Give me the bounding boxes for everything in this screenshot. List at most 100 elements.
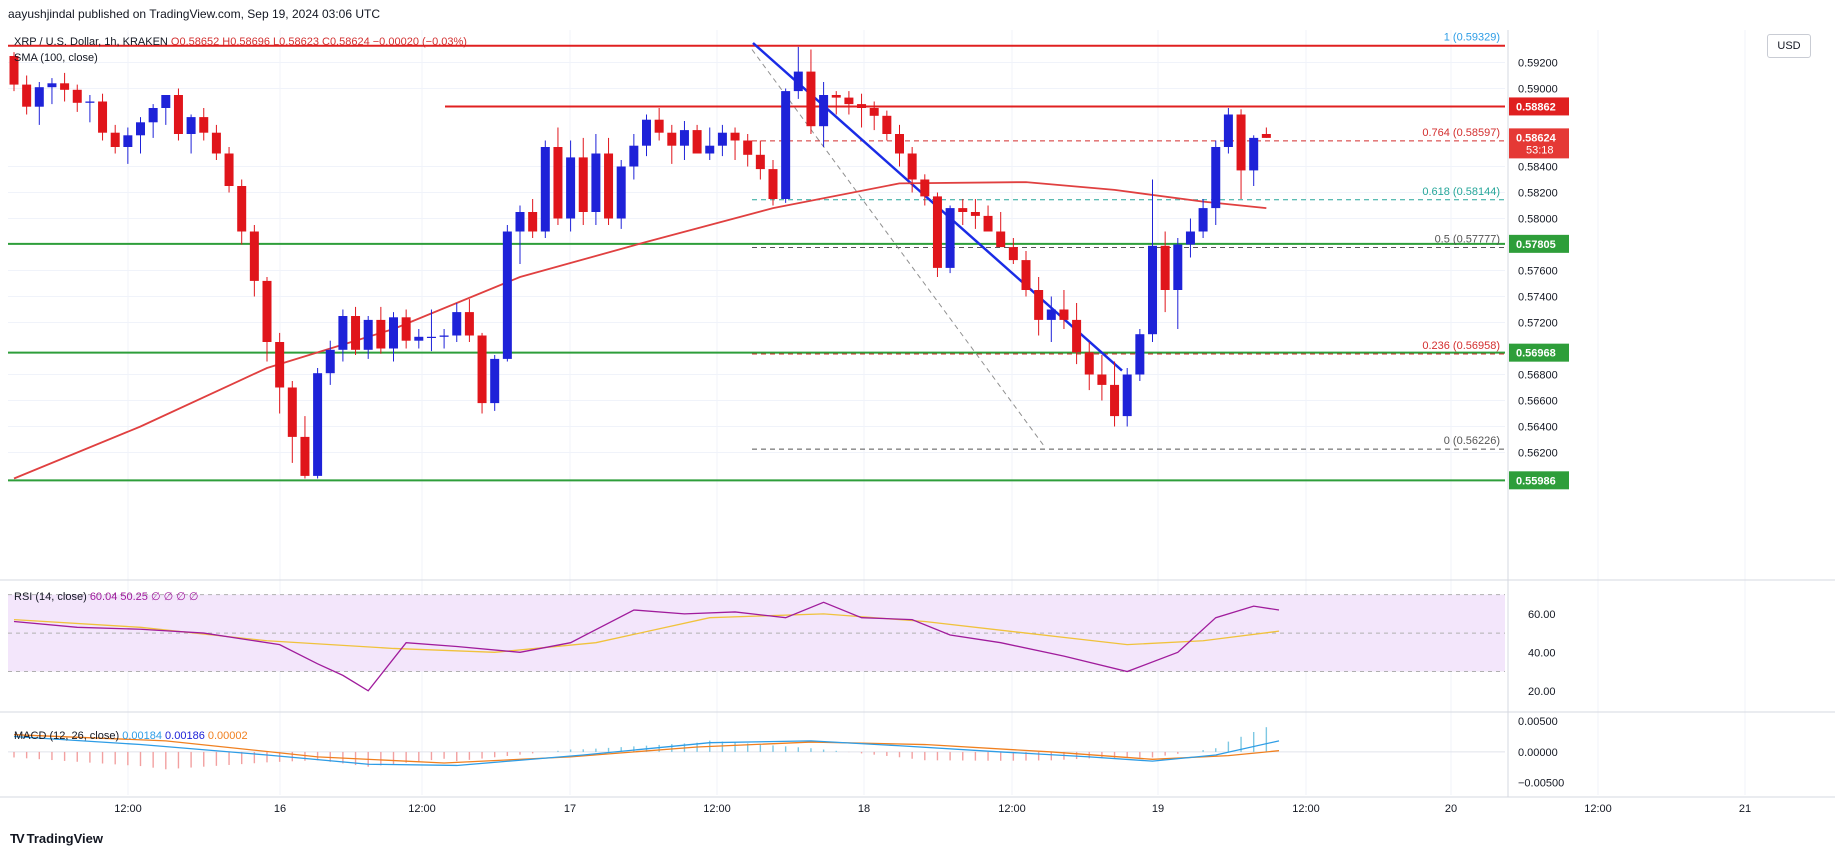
fib-diagonal <box>751 49 1046 448</box>
candle-body <box>705 145 715 154</box>
candle-body <box>831 95 841 98</box>
symbol-name: XRP / U.S. Dollar, 1h, KRAKEN <box>14 36 168 48</box>
price-axis-label: 0.57400 <box>1518 292 1558 304</box>
candle-body <box>414 336 424 341</box>
candle-body <box>351 316 361 350</box>
candle-body <box>945 208 955 268</box>
price-axis-label: 0.59000 <box>1518 84 1558 96</box>
candle-body <box>300 436 310 476</box>
price-axis-label: 0.56800 <box>1518 370 1558 382</box>
candle-body <box>515 212 525 232</box>
candle-body <box>667 132 677 146</box>
candle-body <box>970 212 980 216</box>
candle-body <box>882 115 892 134</box>
candle-body <box>806 71 816 127</box>
candle-body <box>591 153 601 212</box>
candle-body <box>857 104 867 108</box>
time-axis-label: 12:00 <box>1584 803 1612 815</box>
rsi-ma-line <box>13 613 1280 653</box>
candle-body <box>1160 245 1170 290</box>
candle-body <box>60 83 70 90</box>
candle-body <box>1249 137 1259 171</box>
candle-body <box>566 157 576 219</box>
price-tag <box>1509 471 1569 490</box>
rsi-axis-label: 20.00 <box>1528 686 1556 698</box>
time-axis-label: 18 <box>858 803 870 815</box>
currency-button[interactable]: USD <box>1767 34 1811 58</box>
candle-body <box>224 153 234 186</box>
candle-body <box>249 231 259 281</box>
symbol-title: XRP / U.S. Dollar, 1h, KRAKEN O0.58652 H… <box>14 36 467 48</box>
time-axis-label: 12:00 <box>703 803 731 815</box>
time-axis-label: 21 <box>1739 803 1751 815</box>
candle-body <box>161 95 171 108</box>
price-tag-label: 0.55986 <box>1516 475 1556 487</box>
price-axis-label: 0.59200 <box>1518 58 1558 70</box>
candle-body <box>1135 334 1145 375</box>
candle-body <box>869 108 879 116</box>
fibonacci-retracement: 1 (0.59329) 0.764 (0.58597) 0.618 (0.58144… <box>751 32 1505 450</box>
candle-body <box>540 147 550 232</box>
candle-body <box>907 153 917 180</box>
price-tag <box>1509 128 1569 159</box>
candle-body <box>996 231 1006 248</box>
time-axis: 12:00 16 12:00 17 12:00 18 12:00 19 12:00 20 12:00… <box>114 803 1751 815</box>
brand-text: TradingView <box>26 831 103 846</box>
candle-body <box>616 166 626 219</box>
candle-body <box>983 215 993 232</box>
price-axis-label: 0.58000 <box>1518 214 1558 226</box>
price-axis-label: 0.57200 <box>1518 318 1558 330</box>
candle-body <box>338 316 348 350</box>
price-axis-label: 0.56400 <box>1518 422 1558 434</box>
sma-legend: SMA (100, close) <box>14 52 98 64</box>
candle-body <box>401 317 411 341</box>
candle-body <box>148 108 158 123</box>
candle-body <box>22 84 32 107</box>
candle-body <box>502 231 512 359</box>
fib-label: 0.5 (0.57777) <box>1435 233 1500 245</box>
price-axis: 0.59200 0.59000 0.58400 0.58200 0.58000 0.576… <box>1509 58 1569 790</box>
candle-body <box>528 212 538 232</box>
time-axis-label: 12:00 <box>1292 803 1320 815</box>
candle-body <box>123 135 133 147</box>
candle-body <box>1034 290 1044 320</box>
candle-body <box>781 91 791 199</box>
candle-body <box>1198 208 1208 232</box>
candle-body <box>452 312 462 336</box>
candle-body <box>1021 260 1031 290</box>
tradingview-logo: TV TradingView <box>10 831 103 846</box>
horizontal-levels <box>8 44 1505 482</box>
macd-axis-label: 0.00500 <box>1518 716 1558 728</box>
pane-separators <box>0 30 1835 798</box>
macd-axis-label: −0.00500 <box>1518 778 1564 790</box>
candle-body <box>768 169 778 199</box>
time-axis-label: 19 <box>1152 803 1164 815</box>
candle-body <box>110 132 120 147</box>
macd-legend: MACD (12, 26, close) 0.00184 0.00186 0.0… <box>14 730 248 742</box>
price-tag <box>1509 97 1569 116</box>
ohlc-values: O0.58652 H0.58696 L0.58623 C0.58624 −0.0… <box>170 36 467 48</box>
candle-body <box>1185 231 1195 245</box>
rsi-line <box>13 601 1280 692</box>
candle-body <box>136 122 145 136</box>
candle-body <box>629 145 639 167</box>
candle-body <box>1173 244 1183 290</box>
candle-body <box>9 56 19 85</box>
candle-body <box>819 95 829 127</box>
price-axis-label: 0.58400 <box>1518 162 1558 174</box>
candle-body <box>895 134 904 154</box>
candle-body <box>199 117 209 133</box>
candle-body <box>98 101 108 133</box>
price-tag-label: 0.57805 <box>1516 239 1556 251</box>
publisher-text: aayushjindal published on TradingView.co… <box>8 7 381 21</box>
candle-body <box>1223 114 1233 147</box>
candle-body <box>755 154 765 170</box>
price-tag-label: 0.58624 <box>1516 132 1557 144</box>
candle-body <box>237 186 247 232</box>
sma-100-line <box>13 181 1267 480</box>
candle-body <box>1084 352 1094 375</box>
macd-label: MACD (12, 26, close) <box>14 730 120 742</box>
candle-body <box>262 280 272 342</box>
time-axis-label: 16 <box>274 803 286 815</box>
